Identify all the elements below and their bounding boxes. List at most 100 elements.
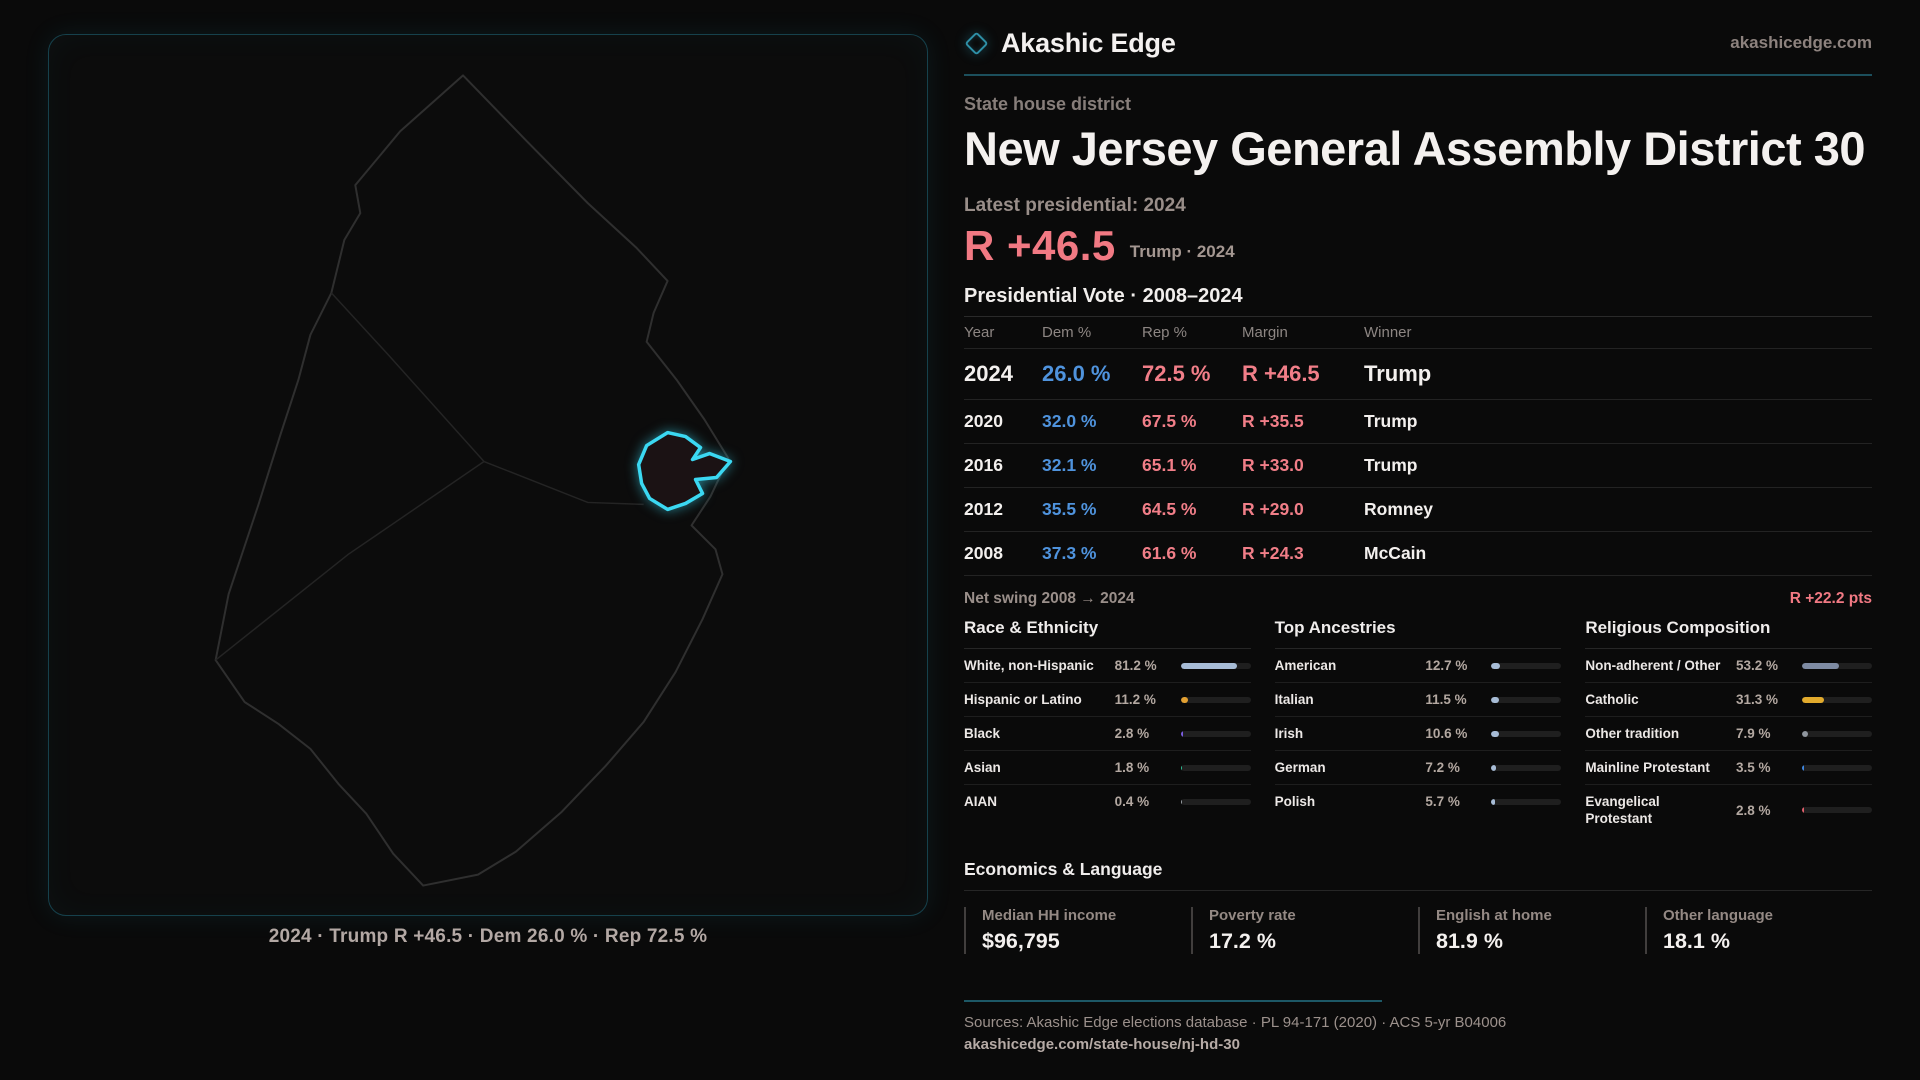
map-caption: 2024 · Trump R +46.5 · Dem 26.0 % · Rep … xyxy=(268,926,708,947)
demo-bar-track xyxy=(1801,807,1872,813)
demo-value: 7.2 % xyxy=(1425,760,1460,775)
economics-stat-cell: English at home 81.9 % xyxy=(1418,907,1645,954)
map-panel xyxy=(48,34,928,916)
district-report: Akashic Edge akashicedge.com State house… xyxy=(964,26,1872,1053)
brand-name: Akashic Edge xyxy=(1001,27,1176,58)
vote-cell-dem: 32.1 % xyxy=(1042,455,1097,475)
new-jersey-map xyxy=(214,74,733,887)
brand-row: Akashic Edge akashicedge.com xyxy=(964,26,1872,60)
economics-stat-value: 18.1 % xyxy=(1663,929,1730,953)
demo-bar-fill xyxy=(1180,696,1189,703)
table-row: 2016 32.1 % 65.1 % R +33.0 Trump xyxy=(964,444,1872,488)
demographics-column: Race & Ethnicity White, non-Hispanic 81.2 … xyxy=(964,618,1251,835)
demo-value: 2.8 % xyxy=(1735,802,1771,818)
economics-stat-cell: Other language 18.1 % xyxy=(1645,907,1872,954)
vote-cell-margin: R +46.5 xyxy=(1242,361,1320,386)
demo-bar-track xyxy=(1180,798,1251,805)
nj-internal-boundary-east xyxy=(483,460,644,506)
vote-cell-year: 2024 xyxy=(964,361,1013,386)
demo-value: 12.7 % xyxy=(1425,658,1468,673)
list-item: Asian 1.8 % xyxy=(964,751,1251,785)
demo-value: 2.8 % xyxy=(1114,726,1150,741)
demographics-grid: Race & Ethnicity White, non-Hispanic 81.2 … xyxy=(964,618,1872,835)
vote-cell-margin: R +29.0 xyxy=(1242,499,1304,519)
demo-label: Polish xyxy=(1274,794,1316,809)
table-row: 2020 32.0 % 67.5 % R +35.5 Trump xyxy=(964,400,1872,444)
demo-bar-fill xyxy=(1801,662,1840,669)
latest-margin-context: Trump · 2024 xyxy=(1129,242,1235,261)
vote-cell-year: 2012 xyxy=(964,499,1003,519)
latest-presidential-label: Latest presidential: 2024 xyxy=(964,195,1186,216)
demo-value: 1.8 % xyxy=(1114,760,1150,775)
brand-logo[interactable]: Akashic Edge xyxy=(964,28,1176,59)
demo-bar-track xyxy=(1491,696,1562,703)
demo-value: 31.3 % xyxy=(1735,692,1779,707)
latest-margin-row: R +46.5 Trump · 2024 xyxy=(964,223,1872,269)
demo-label: Irish xyxy=(1274,726,1304,741)
demo-bar-fill xyxy=(1801,764,1805,771)
demo-label: American xyxy=(1274,658,1337,673)
list-item: Polish 5.7 % xyxy=(1275,785,1562,818)
demo-bar-track xyxy=(1491,798,1562,805)
vote-cell-margin: R +24.3 xyxy=(1242,543,1304,563)
economics-stat-label: Median HH income xyxy=(982,907,1117,924)
economics-stat-value: 17.2 % xyxy=(1209,929,1276,953)
demographics-column-title: Race & Ethnicity xyxy=(964,618,1251,649)
list-item: Evangelical Protestant 2.8 % xyxy=(1585,785,1872,835)
list-item: German 7.2 % xyxy=(1274,751,1562,785)
demo-label: Mainline Protestant xyxy=(1585,760,1710,775)
economics-title: Economics & Language xyxy=(964,859,1872,891)
economics-section: Economics & Language Median HH income $96… xyxy=(964,859,1872,954)
brand-domain-link[interactable]: akashicedge.com xyxy=(1730,33,1872,52)
economics-stat-value: 81.9 % xyxy=(1436,929,1503,953)
vote-cell-winner: Trump xyxy=(1364,361,1432,386)
demo-bar-track xyxy=(1180,764,1251,771)
demographics-column-title: Religious Composition xyxy=(1585,618,1872,649)
economics-stats: Median HH income $96,795 Poverty rate 17.2 … xyxy=(964,907,1872,954)
vote-cell-margin: R +35.5 xyxy=(1242,411,1304,431)
district-shape[interactable] xyxy=(636,430,733,512)
list-item: Black 2.8 % xyxy=(964,717,1251,751)
vote-cell-year: 2016 xyxy=(964,455,1003,475)
economics-stat-label: Other language xyxy=(1663,907,1774,924)
district-type-label: State house district xyxy=(964,94,1132,114)
demo-bar-fill xyxy=(1180,662,1238,669)
economics-stat-value: $96,795 xyxy=(982,929,1060,953)
net-swing-label: Net swing 2008 → 2024 xyxy=(964,590,1135,607)
demo-bar-fill xyxy=(1801,730,1808,737)
demo-label: Black xyxy=(964,726,1001,741)
vote-cell-dem: 35.5 % xyxy=(1042,499,1097,519)
footer: Sources: Akashic Edge elections database… xyxy=(964,1000,1872,1053)
demo-bar-track xyxy=(1801,764,1872,771)
vote-table-title: Presidential Vote · 2008–2024 xyxy=(964,285,1243,307)
vote-column-header: Rep % xyxy=(1142,324,1188,341)
vote-column-header: Margin xyxy=(1242,324,1288,341)
demo-bar-track xyxy=(1801,730,1872,737)
demo-value: 0.4 % xyxy=(1114,794,1150,809)
page-title: New Jersey General Assembly District 30 xyxy=(964,122,1865,175)
demo-bar-track xyxy=(1180,696,1251,703)
nj-state-outline xyxy=(214,74,730,887)
net-swing-value: R +22.2 pts xyxy=(1789,590,1872,607)
demo-value: 3.5 % xyxy=(1735,760,1771,775)
economics-stat-label: English at home xyxy=(1436,907,1552,924)
demo-bar-fill xyxy=(1491,696,1500,703)
demo-label: Other tradition xyxy=(1585,726,1680,741)
demo-bar-fill xyxy=(1801,696,1824,703)
demo-bar-fill xyxy=(1180,730,1183,737)
demo-value: 7.9 % xyxy=(1735,726,1771,741)
demo-label: Hispanic or Latino xyxy=(964,692,1082,707)
economics-stat-cell: Median HH income $96,795 xyxy=(964,907,1191,954)
table-row: 2012 35.5 % 64.5 % R +29.0 Romney xyxy=(964,488,1872,532)
vote-cell-winner: Romney xyxy=(1364,499,1434,519)
demo-bar-fill xyxy=(1491,662,1501,669)
vote-table-rows: 2024 26.0 % 72.5 % R +46.5 Trump 2020 32.0 % 67… xyxy=(964,349,1872,576)
footer-url-link[interactable]: akashicedge.com/state-house/nj-hd-30 xyxy=(964,1036,1240,1053)
vote-cell-margin: R +33.0 xyxy=(1242,455,1304,475)
demo-bar-track xyxy=(1180,730,1251,737)
demo-bar-fill xyxy=(1801,807,1804,813)
list-item: American 12.7 % xyxy=(1274,649,1562,683)
demo-label: Asian xyxy=(964,760,1001,775)
list-item: AIAN 0.4 % xyxy=(964,785,1251,818)
vote-cell-year: 2008 xyxy=(964,543,1003,563)
